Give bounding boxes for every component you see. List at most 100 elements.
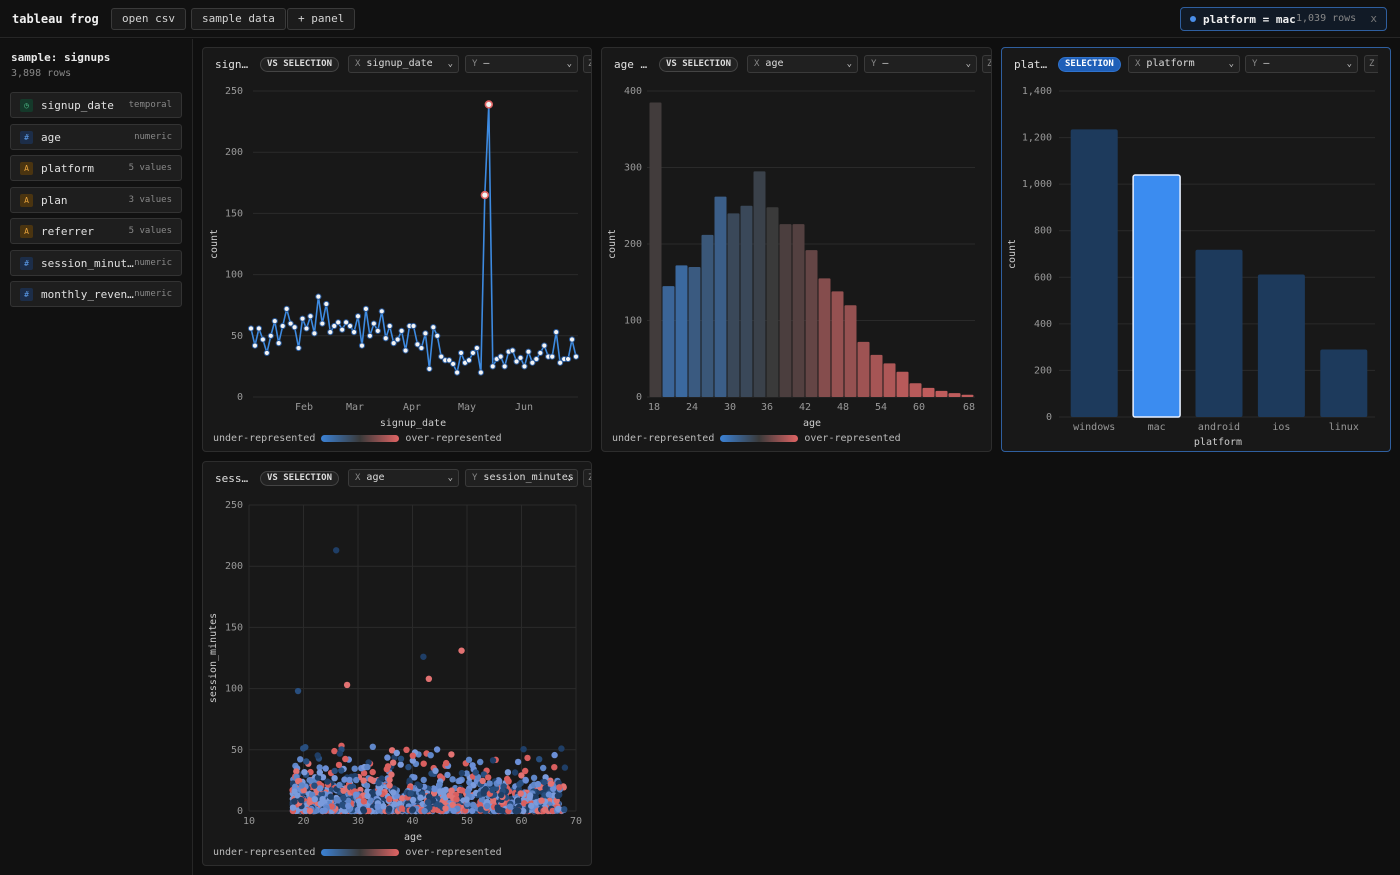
scatter-point: [482, 786, 489, 793]
field-type-icon: ◷: [20, 99, 33, 112]
scatter-point: [388, 771, 395, 778]
scatter-point: [504, 769, 512, 776]
scatter-point: [321, 807, 328, 814]
bias-legend: under-represented over-represented: [213, 847, 502, 858]
z-encoding-select[interactable]: Z: [583, 469, 591, 487]
scatter-point: [384, 763, 392, 770]
vs-selection-badge[interactable]: VS SELECTION: [260, 57, 340, 72]
scatter-point: [331, 747, 338, 755]
data-point: [553, 329, 560, 336]
data-point: [533, 355, 540, 363]
x-axis-tag: X: [1135, 59, 1141, 69]
y-field-value: —: [1263, 58, 1270, 69]
y-encoding-select[interactable]: Y — ⌄: [465, 55, 578, 73]
scatter-point: [295, 778, 302, 785]
scatter-point: [521, 800, 528, 807]
z-encoding-select[interactable]: Z: [982, 55, 991, 73]
x-field-value: age: [366, 472, 385, 483]
scatter-point: [403, 746, 410, 753]
z-encoding-select[interactable]: Z: [583, 55, 591, 73]
field-item[interactable]: ◷ signup_date temporal: [10, 92, 182, 118]
scatter-point: [443, 759, 450, 767]
scatter-point: [518, 772, 525, 779]
data-point: [525, 348, 532, 355]
scatter-point: [314, 752, 321, 759]
y-tick-label: 200: [225, 561, 243, 572]
data-point: [541, 342, 548, 349]
vs-selection-badge[interactable]: VS SELECTION: [260, 471, 340, 486]
data-point: [426, 365, 433, 372]
legend-over-label: over-represented: [405, 433, 502, 444]
scatter-point: [528, 802, 535, 810]
session-scatter-chart[interactable]: 0 50 100 150 200 250 10 20 30 40 50 60 70 age session_…: [203, 462, 592, 866]
scatter-point: [345, 797, 352, 804]
scatter-point: [336, 750, 343, 757]
bar-windows: [1070, 129, 1118, 417]
y-field-value: —: [882, 58, 889, 69]
y-tick-label: 400: [624, 86, 642, 97]
histogram-bar: [675, 265, 688, 397]
x-tick-label: 40: [406, 816, 418, 827]
add-panel-button[interactable]: + panel: [287, 8, 356, 30]
z-encoding-select[interactable]: Z: [1364, 55, 1378, 73]
y-encoding-select[interactable]: Y — ⌄: [1245, 55, 1358, 73]
x-tick-label: May: [458, 402, 476, 413]
data-point: [354, 313, 362, 320]
x-tick-label: 68: [963, 402, 975, 413]
data-point: [251, 342, 259, 349]
field-type-icon: A: [20, 193, 33, 207]
field-name: platform: [41, 162, 94, 175]
x-tick-label: 10: [243, 816, 255, 827]
data-point: [402, 347, 409, 354]
scatter-point: [479, 777, 486, 785]
field-item[interactable]: # session_minut… numeric: [10, 249, 182, 276]
selection-badge[interactable]: SELECTION: [1058, 57, 1121, 72]
field-item[interactable]: # monthly_reven… numeric: [10, 281, 182, 307]
panel-title: sign…: [215, 58, 249, 71]
data-point: [477, 369, 484, 376]
data-point: [295, 344, 302, 352]
y-encoding-select[interactable]: Y — ⌄: [864, 55, 977, 73]
legend-over-label: over-represented: [804, 433, 901, 444]
y-tick-label: 1,400: [1022, 86, 1052, 97]
sample-data-button[interactable]: sample data: [191, 8, 286, 30]
field-name: referrer: [41, 225, 94, 238]
scatter-point: [390, 759, 397, 766]
field-item[interactable]: # age numeric: [10, 123, 182, 150]
legend-gradient: [720, 434, 799, 442]
platform-bar-chart[interactable]: 0 200 400 600 800 1,000 1,200 1,400 windows mac an…: [1002, 48, 1391, 452]
scatter-point: [345, 802, 352, 810]
field-type-icon: #: [20, 256, 33, 270]
panel-title: plat…: [1014, 58, 1048, 71]
age-histogram-chart[interactable]: 0 100 200 300 400 18 24 30 36 42 48 54 60 68 age count: [602, 48, 992, 452]
scatter-point: [369, 743, 376, 750]
chevron-down-icon: ⌄: [566, 59, 572, 69]
field-type-icon: #: [20, 130, 33, 144]
field-name: age: [41, 130, 61, 144]
data-point: [382, 335, 389, 342]
scatter-point: [520, 807, 527, 815]
open-csv-button[interactable]: open csv: [111, 8, 186, 30]
y-tick-label: 100: [225, 270, 243, 281]
scatter-point: [384, 754, 391, 761]
clear-selection-icon[interactable]: x: [1370, 12, 1377, 25]
selection-chip[interactable]: platform = mac 1,039 rows x: [1180, 7, 1387, 31]
data-point: [339, 326, 346, 333]
signup-date-line-chart[interactable]: 0 50 100 150 200 250 Feb Mar Apr May Jun signup_dat…: [203, 48, 592, 452]
scatter-point: [442, 805, 449, 812]
vs-selection-badge[interactable]: VS SELECTION: [659, 57, 739, 72]
y-tick-label: 300: [624, 163, 642, 174]
scatter-point: [331, 767, 338, 775]
